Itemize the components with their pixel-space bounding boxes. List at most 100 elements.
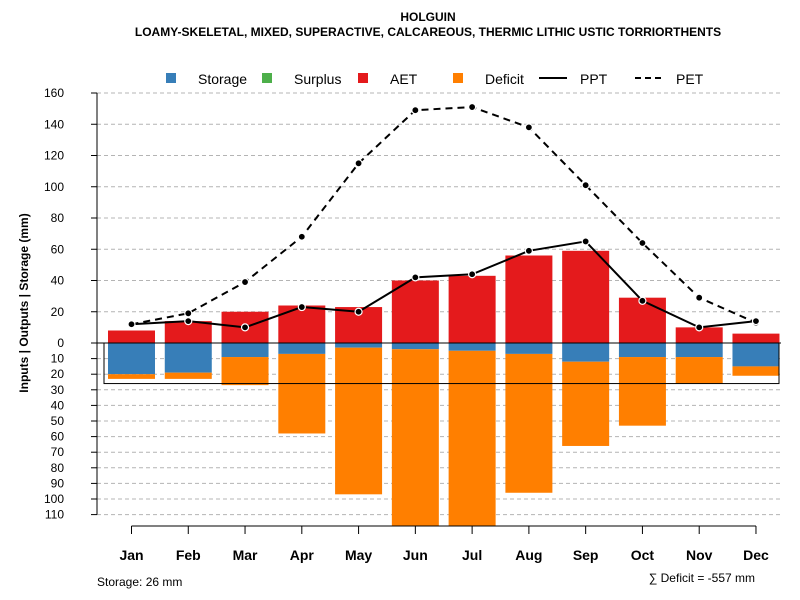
storage-bar	[164, 343, 212, 373]
y-tick-label: 30	[51, 383, 65, 397]
x-axis: Jan Feb Mar Apr May Jun Jul Aug Sep Oct Nov Dec	[119, 525, 769, 563]
y-tick-label: 80	[51, 461, 65, 475]
y-tick-label: 110	[45, 508, 64, 522]
storage-capacity-box	[97, 342, 781, 385]
storage-bar	[675, 343, 723, 358]
y-tick-label: 60	[51, 242, 65, 256]
aet-bar	[675, 327, 723, 343]
bars	[108, 250, 780, 526]
x-tick-label: Jun	[403, 547, 428, 563]
ppt-point	[751, 317, 761, 326]
ppt-point	[240, 323, 250, 332]
pet-point	[468, 102, 477, 112]
y-tick-label: 140	[44, 117, 64, 131]
y-tick-label: 70	[51, 445, 65, 459]
y-axis: 0204060801001201401601020304050607080901…	[44, 86, 98, 522]
deficit-bar	[335, 347, 383, 495]
storage-bar	[618, 343, 666, 358]
pet-point	[297, 232, 306, 241]
legend-surplus-swatch	[262, 73, 272, 83]
deficit-total: ∑ Deficit = -557 mm	[649, 571, 755, 585]
y-tick-label: 0	[57, 336, 64, 350]
y-tick-label: 20	[51, 367, 65, 381]
deficit-bar	[164, 372, 212, 379]
x-tick-label: Dec	[743, 547, 769, 563]
storage-bar	[221, 343, 269, 358]
y-tick-label: 80	[51, 211, 65, 225]
y-tick-label: 100	[44, 492, 64, 506]
ppt-point	[127, 320, 136, 329]
ppt-point	[184, 317, 193, 326]
deficit-bar	[448, 350, 496, 526]
ppt-line	[131, 240, 757, 329]
ppt-point	[297, 302, 306, 312]
storage-bar	[732, 343, 780, 367]
x-tick-label: Feb	[176, 547, 201, 563]
x-tick-label: Sep	[573, 547, 599, 563]
pet-point	[411, 106, 420, 115]
y-tick-label: 10	[51, 352, 65, 366]
storage-bar	[505, 343, 553, 354]
y-tick-label: 20	[51, 305, 65, 319]
pet-point	[354, 159, 363, 168]
ppt-point	[354, 307, 363, 316]
storage-bar	[278, 343, 326, 354]
aet-bar	[391, 280, 439, 343]
pet-point	[638, 238, 647, 248]
pet-line	[131, 106, 757, 326]
aet-bar	[164, 321, 212, 343]
deficit-bar	[732, 366, 780, 376]
ppt-point	[581, 237, 590, 246]
x-tick-label: May	[345, 547, 372, 563]
x-tick-label: Nov	[686, 547, 713, 563]
legend-storage-label: Storage	[198, 71, 247, 87]
chart-title: HOLGUIN	[400, 10, 455, 24]
y-tick-label: 90	[51, 476, 65, 490]
ppt-point	[468, 270, 477, 279]
legend-deficit-swatch	[453, 73, 463, 83]
deficit-bar	[391, 349, 439, 526]
legend-deficit-label: Deficit	[485, 71, 524, 87]
deficit-bar	[108, 374, 155, 379]
deficit-bar	[562, 361, 610, 446]
deficit-bar	[675, 357, 723, 384]
aet-bar	[618, 297, 666, 343]
aet-bar	[562, 250, 610, 343]
storage-bar	[562, 343, 610, 362]
ppt-point	[524, 246, 533, 255]
deficit-bar	[618, 357, 666, 426]
chart-subtitle: LOAMY-SKELETAL, MIXED, SUPERACTIVE, CALC…	[135, 25, 721, 39]
ppt-point	[695, 323, 704, 332]
pet-point	[695, 293, 704, 302]
storage-bar	[391, 343, 439, 350]
deficit-bar	[505, 353, 553, 493]
storage-bar	[448, 343, 496, 351]
legend-aet-swatch	[358, 73, 368, 83]
legend-aet-label: AET	[390, 71, 418, 87]
aet-bar	[505, 255, 553, 343]
y-tick-label: 40	[51, 398, 65, 412]
x-tick-label: Apr	[290, 547, 315, 563]
y-tick-label: 160	[44, 86, 64, 100]
lines	[127, 102, 761, 332]
deficit-bar	[278, 353, 326, 434]
x-tick-label: Mar	[233, 547, 258, 563]
pet-point	[524, 123, 533, 132]
pet-point	[240, 277, 250, 287]
ppt-point	[411, 273, 420, 282]
legend-ppt-label: PPT	[580, 71, 608, 87]
x-tick-label: Aug	[515, 547, 542, 563]
ppt-point	[638, 296, 647, 305]
y-tick-label: 40	[51, 274, 65, 288]
aet-bar	[732, 333, 780, 343]
pet-point	[581, 181, 590, 190]
aet-bar	[108, 330, 155, 343]
legend-surplus-label: Surplus	[294, 71, 341, 87]
x-tick-label: Jan	[119, 547, 143, 563]
x-tick-label: Oct	[631, 547, 655, 563]
legend: Storage Surplus AET Deficit PPT PET	[166, 71, 704, 87]
y-axis-label: Inputs | Outputs | Storage (mm)	[17, 213, 31, 392]
storage-bar	[335, 343, 383, 348]
deficit-bar	[221, 357, 269, 386]
